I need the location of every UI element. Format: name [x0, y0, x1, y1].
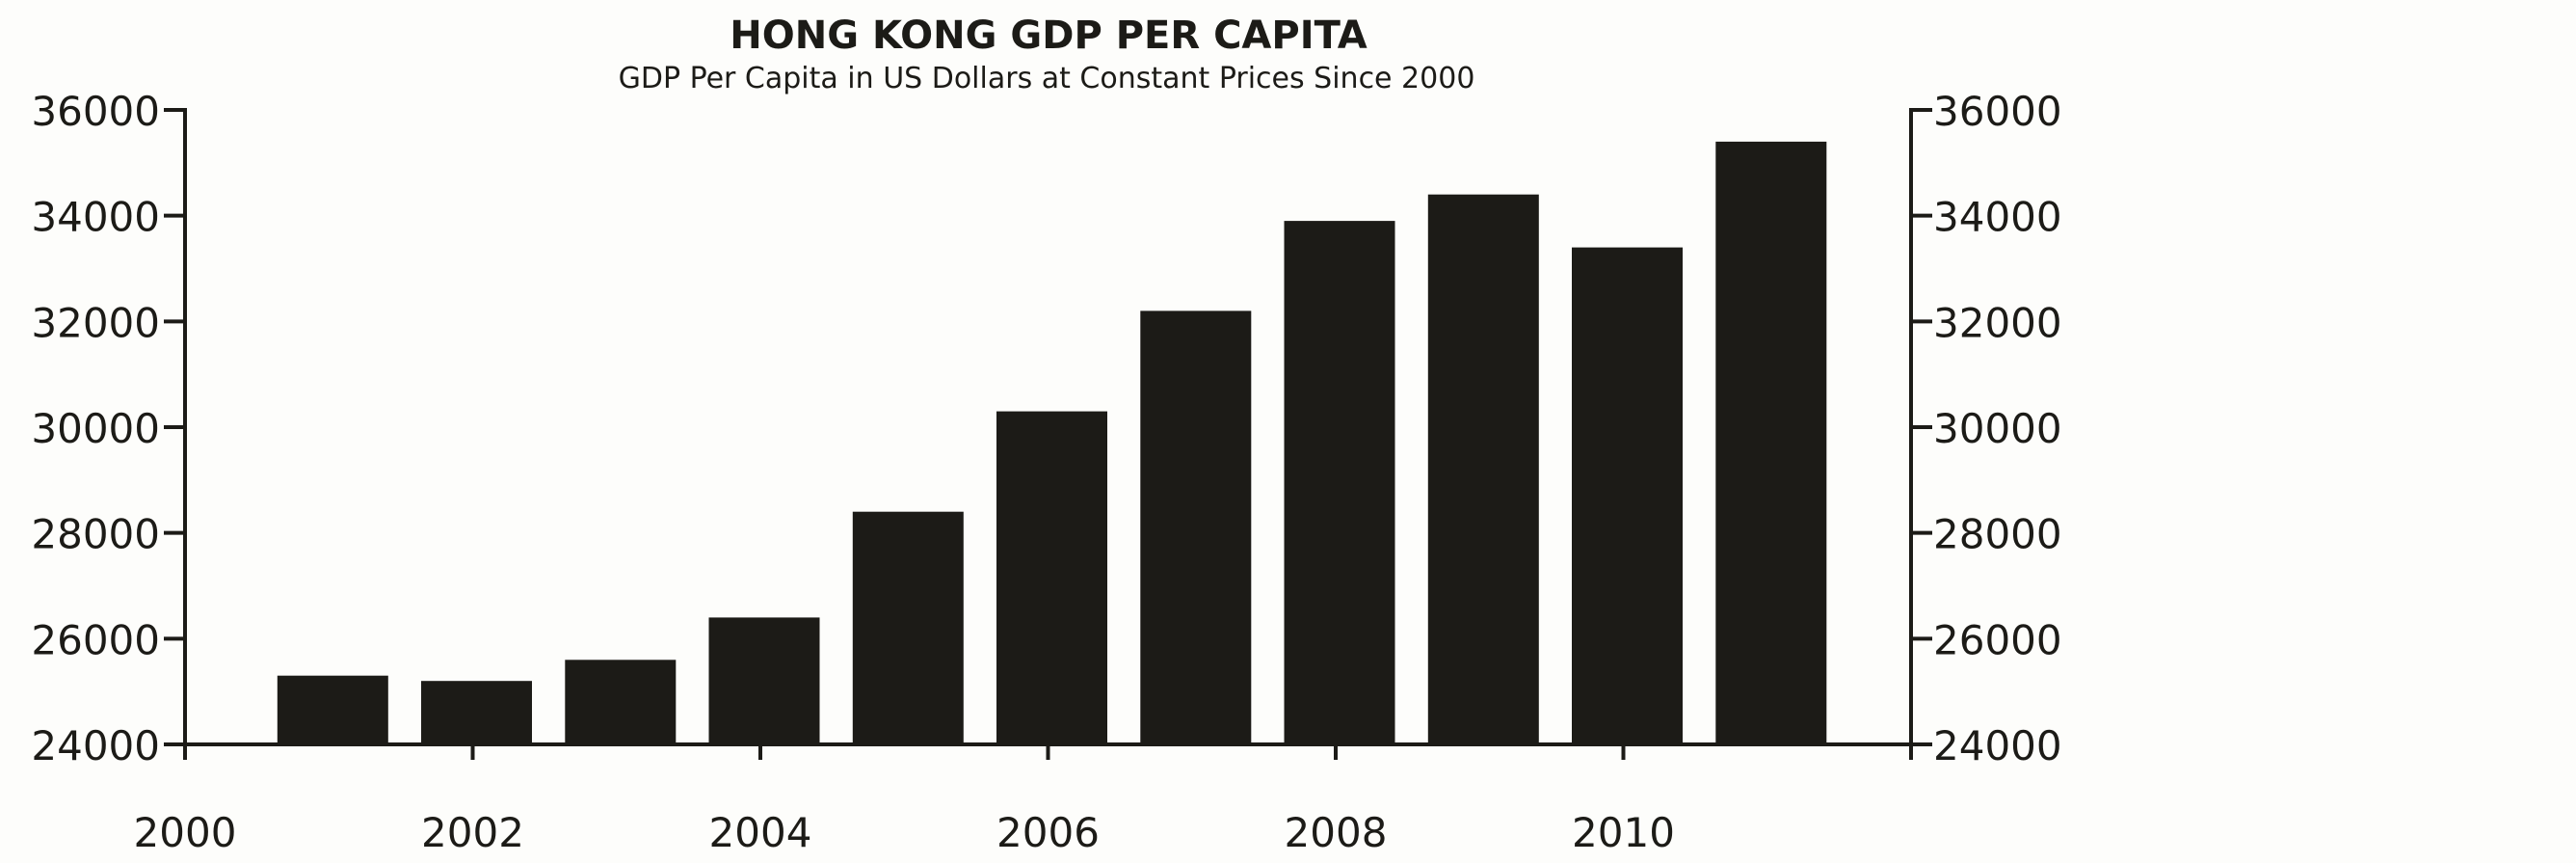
- left-y-tick-label: 26000: [31, 616, 160, 663]
- bar-2009: [1427, 194, 1539, 745]
- right-y-tick-label: 30000: [1933, 405, 2062, 452]
- right-y-ticks: 24000 26000 28000 30000 32000 34000 36000: [1911, 88, 2062, 769]
- x-tick-label: 2006: [996, 809, 1100, 856]
- x-tick-label: 2004: [709, 809, 812, 856]
- chart-subtitle: GDP Per Capita in US Dollars at Constant…: [619, 62, 1475, 95]
- right-y-tick-label: 34000: [1933, 194, 2062, 241]
- right-y-tick-label: 28000: [1933, 511, 2062, 558]
- left-y-ticks: 24000 26000 28000 30000 32000 34000 36000: [31, 88, 185, 769]
- x-ticks: 2000 2002 2004 2006 2008 2010: [134, 744, 1675, 856]
- right-y-tick-label: 36000: [1933, 88, 2062, 135]
- left-y-tick-label: 34000: [31, 194, 160, 241]
- bar-2004: [708, 617, 820, 745]
- left-y-tick-label: 24000: [31, 722, 160, 769]
- bar-2010: [1572, 247, 1683, 746]
- x-tick-label: 2002: [421, 809, 524, 856]
- x-tick-label: 2010: [1572, 809, 1675, 856]
- bar-2006: [996, 411, 1107, 745]
- bar-2007: [1140, 310, 1252, 745]
- bar-2005: [852, 511, 964, 745]
- left-y-tick-label: 36000: [31, 88, 160, 135]
- bar-2002: [421, 681, 532, 745]
- chart-title: HONG KONG GDP PER CAPITA: [730, 13, 1367, 58]
- left-y-tick-label: 30000: [31, 405, 160, 452]
- x-tick-label: 2000: [134, 809, 237, 856]
- left-y-tick-label: 32000: [31, 299, 160, 346]
- right-y-tick-label: 26000: [1933, 616, 2062, 663]
- x-tick-label: 2008: [1285, 809, 1388, 856]
- right-y-tick-label: 32000: [1933, 299, 2062, 346]
- bars-group: [277, 141, 1827, 746]
- right-y-tick-label: 24000: [1933, 722, 2062, 769]
- bar-2001: [277, 675, 388, 745]
- left-y-tick-label: 28000: [31, 511, 160, 558]
- bar-2011: [1715, 141, 1827, 745]
- bar-2008: [1284, 221, 1395, 746]
- bar-2003: [565, 660, 677, 745]
